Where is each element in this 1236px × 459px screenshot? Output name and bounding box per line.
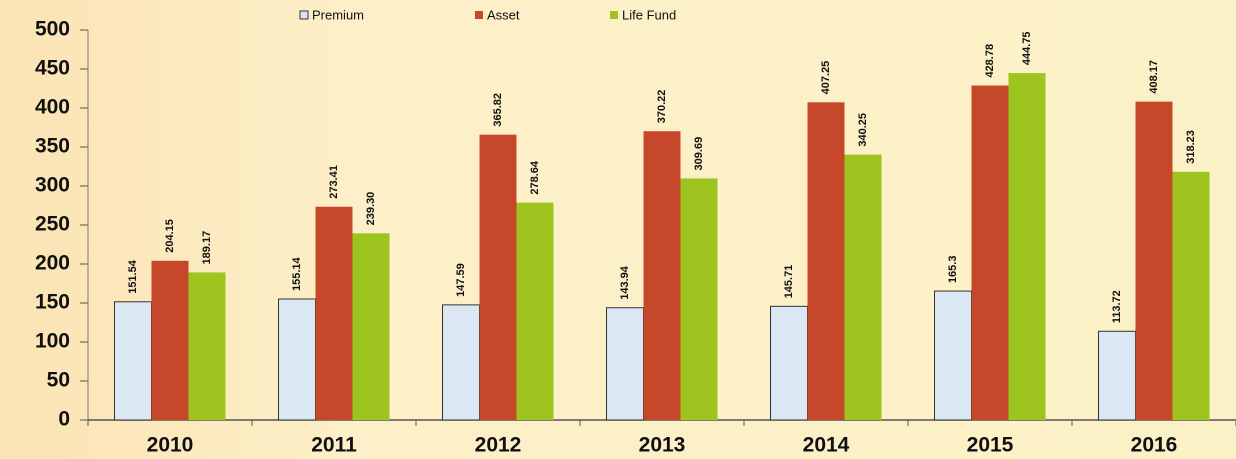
legend-swatch	[610, 11, 618, 19]
x-tick-label: 2014	[803, 434, 850, 457]
value-label: 428.78	[984, 44, 996, 78]
bar	[808, 102, 845, 420]
y-tick-label: 300	[35, 174, 70, 197]
y-tick-label: 400	[35, 96, 70, 119]
bar	[1099, 331, 1136, 420]
value-label: 165.3	[947, 256, 959, 284]
value-label: 365.82	[492, 93, 504, 127]
x-tick-label: 2016	[1131, 434, 1178, 457]
value-label: 309.69	[693, 137, 705, 171]
bar	[353, 233, 390, 420]
bar	[152, 261, 189, 420]
y-tick-label: 50	[47, 369, 70, 392]
x-tick-label: 2010	[147, 434, 194, 457]
bar	[1009, 73, 1046, 420]
bar	[1136, 102, 1173, 420]
y-tick-label: 250	[35, 213, 70, 236]
y-tick-label: 200	[35, 252, 70, 275]
bar	[771, 306, 808, 420]
value-label: 147.59	[455, 263, 467, 297]
x-tick-label: 2012	[475, 434, 522, 457]
bar	[845, 155, 882, 420]
bar	[1173, 172, 1210, 420]
x-tick-label: 2013	[639, 434, 686, 457]
x-tick-label: 2015	[967, 434, 1014, 457]
x-tick-label: 2011	[311, 434, 357, 457]
bar	[681, 178, 718, 420]
value-label: 145.71	[783, 265, 795, 299]
bar	[480, 135, 517, 420]
value-label: 370.22	[656, 90, 668, 124]
y-tick-label: 500	[35, 18, 70, 41]
legend-swatch	[300, 11, 308, 19]
value-label: 239.30	[365, 192, 377, 226]
bar	[972, 86, 1009, 420]
value-label: 143.94	[619, 265, 631, 300]
y-tick-label: 0	[58, 408, 70, 431]
bar	[644, 131, 681, 420]
value-label: 113.72	[1111, 290, 1123, 323]
y-tick-label: 100	[35, 330, 70, 353]
bar	[316, 207, 353, 420]
bar	[935, 291, 972, 420]
bar	[517, 203, 554, 420]
y-tick-label: 350	[35, 135, 70, 158]
value-label: 189.17	[201, 231, 213, 265]
value-label: 155.14	[291, 256, 303, 291]
value-label: 204.15	[164, 219, 176, 253]
bar	[115, 302, 152, 420]
value-label: 278.64	[529, 160, 541, 195]
value-label: 151.54	[127, 259, 139, 294]
value-label: 340.25	[857, 113, 869, 147]
value-label: 407.25	[820, 61, 832, 95]
legend-label: Life Fund	[622, 7, 676, 22]
chart: 0 50 100 150 200 250 300 350 400 450 500 Premium Ass…	[0, 0, 1236, 459]
legend-label: Asset	[487, 7, 520, 22]
value-label: 273.41	[328, 165, 340, 199]
value-label: 444.75	[1021, 31, 1033, 65]
y-tick-label: 450	[35, 57, 70, 80]
legend-label: Premium	[312, 7, 364, 22]
legend-swatch	[475, 11, 483, 19]
y-tick-label: 150	[35, 291, 70, 314]
value-label: 318.23	[1185, 130, 1197, 164]
bar	[189, 272, 226, 420]
value-label: 408.17	[1148, 60, 1160, 94]
bar	[443, 305, 480, 420]
bar	[607, 308, 644, 420]
bar	[279, 299, 316, 420]
